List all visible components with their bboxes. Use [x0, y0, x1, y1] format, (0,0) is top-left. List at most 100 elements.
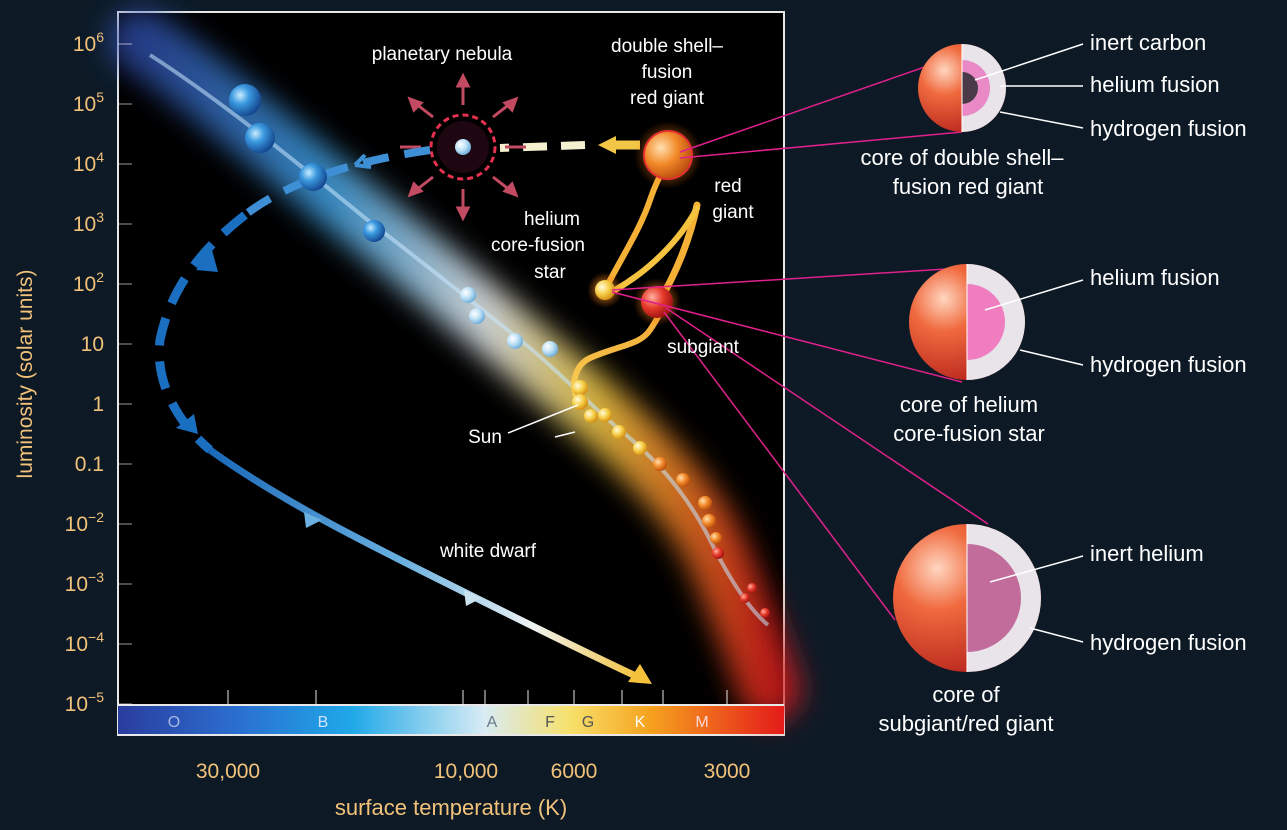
- y-tick-base: 10: [65, 573, 88, 596]
- core1-leaders: [974, 43, 1084, 129]
- descent-arrowhead-3: [176, 414, 198, 434]
- x-tick-30000: 30,000: [196, 760, 260, 783]
- y-tick-label: 0.1: [75, 453, 104, 476]
- spectral-B: B: [318, 714, 329, 731]
- ms-star: [653, 457, 667, 471]
- label-double-shell-2: fusion: [642, 62, 693, 83]
- label-white-dwarf: white dwarf: [439, 541, 537, 562]
- y-tick-exponent: −4: [88, 629, 104, 645]
- x-axis-label: surface temperature (K): [335, 795, 567, 820]
- y-tick-label: 105: [73, 89, 104, 116]
- ms-star: [229, 84, 261, 116]
- dashed-path-nebula-descent-1: [242, 146, 431, 219]
- x-tick-10000: 10,000: [434, 760, 498, 783]
- y-tick-exponent: 3: [96, 209, 104, 225]
- ms-star: [702, 514, 716, 528]
- label-helium-core-2: core-fusion: [491, 235, 585, 256]
- label-sun: Sun: [468, 427, 502, 448]
- arrow-to-nebula-head: [598, 136, 616, 154]
- sun-pointer: [507, 404, 579, 434]
- ms-star: [460, 287, 476, 303]
- label-double-shell-1: double shell–: [611, 36, 723, 57]
- core2-layer-helium-fusion: helium fusion: [1090, 265, 1220, 290]
- y-tick-label: 10−2: [65, 509, 105, 536]
- y-tick-exponent: 5: [96, 89, 104, 105]
- core-double-shell: [918, 44, 1006, 132]
- white-dwarf-track: [207, 447, 642, 682]
- y-tick-label: 102: [73, 269, 104, 296]
- leader-lines: [611, 53, 989, 621]
- planetary-nebula: [400, 72, 526, 222]
- y-tick-exponent: 6: [96, 29, 104, 45]
- y-tick-label: 1: [92, 393, 104, 416]
- x-tick-6000: 6000: [551, 760, 598, 783]
- y-tick-base: 10: [73, 273, 96, 296]
- ms-star: [245, 123, 275, 153]
- spectral-M: M: [695, 714, 708, 731]
- double-shell-red-giant-star: [643, 130, 693, 180]
- y-tick-base: 10: [73, 153, 96, 176]
- core3-leaders: [989, 555, 1084, 643]
- x-tick-3000: 3000: [704, 760, 751, 783]
- ms-star: [710, 532, 722, 544]
- y-tick-label: 10: [81, 333, 104, 356]
- y-tick-label: 10−5: [65, 689, 105, 716]
- ms-star: [612, 425, 626, 439]
- ms-star: [747, 583, 757, 593]
- white-dwarf-mid-arrow-1: [304, 512, 322, 528]
- ms-star: [598, 408, 612, 422]
- y-tick-base: 10: [73, 33, 96, 56]
- core-helium-core-fusion: [909, 264, 1025, 380]
- label-planetary-nebula: planetary nebula: [372, 44, 513, 65]
- core2-layer-hydrogen-fusion: hydrogen fusion: [1090, 352, 1247, 377]
- white-dwarf-arrowhead: [628, 664, 652, 684]
- y-tick-label: 10−4: [65, 629, 105, 656]
- ms-star: [507, 333, 523, 349]
- spectral-K: K: [635, 714, 646, 731]
- ms-star: [712, 547, 724, 559]
- sun-leader: [554, 431, 576, 438]
- label-red-giant-2: giant: [712, 202, 754, 223]
- core1-layer-inert-carbon: inert carbon: [1090, 30, 1206, 55]
- spectral-F: F: [545, 714, 555, 731]
- ms-star: [572, 380, 588, 396]
- core2-caption-2: core-fusion star: [893, 421, 1045, 446]
- y-tick-label: 103: [73, 209, 104, 236]
- core1-caption-2: fusion red giant: [893, 174, 1043, 199]
- y-tick-exponent: −3: [88, 569, 104, 585]
- y-tick-base: 0.1: [75, 453, 104, 476]
- y-tick-base: 10: [73, 213, 96, 236]
- label-subgiant: subgiant: [667, 337, 740, 358]
- evolution-track-helium-flash: [612, 205, 700, 293]
- core3-caption-1: core of: [932, 682, 1000, 707]
- y-tick-label: 10−3: [65, 569, 105, 596]
- y-tick-base: 1: [92, 393, 104, 416]
- ms-star: [363, 220, 385, 242]
- core3-layer-inert-helium: inert helium: [1090, 541, 1204, 566]
- ms-star: [698, 496, 712, 510]
- subgiant-star: [641, 286, 673, 318]
- y-tick-base: 10: [81, 333, 104, 356]
- spectral-A: A: [487, 714, 498, 731]
- y-tick-exponent: 2: [96, 269, 104, 285]
- ms-star: [542, 341, 558, 357]
- core1-layer-hydrogen-fusion: hydrogen fusion: [1090, 116, 1247, 141]
- core2-caption-1: core of helium: [900, 392, 1038, 417]
- core3-layer-hydrogen-fusion: hydrogen fusion: [1090, 630, 1247, 655]
- helium-core-fusion-star: [595, 280, 615, 300]
- y-tick-exponent: −5: [88, 689, 104, 705]
- ms-star: [760, 608, 770, 618]
- label-red-giant-1: red: [714, 176, 741, 197]
- ms-star: [584, 409, 598, 423]
- label-double-shell-3: red giant: [630, 88, 705, 109]
- main-sequence-stars: [229, 84, 770, 618]
- dashed-path-nebula-descent-2: [154, 211, 248, 454]
- x-tick-marks: [227, 690, 728, 705]
- spectral-O: O: [168, 714, 180, 731]
- y-tick-base: 10: [65, 693, 88, 716]
- sun-star: [572, 394, 588, 410]
- y-tick-exponent: −2: [88, 509, 104, 525]
- y-axis-label: luminosity (solar units): [14, 270, 37, 479]
